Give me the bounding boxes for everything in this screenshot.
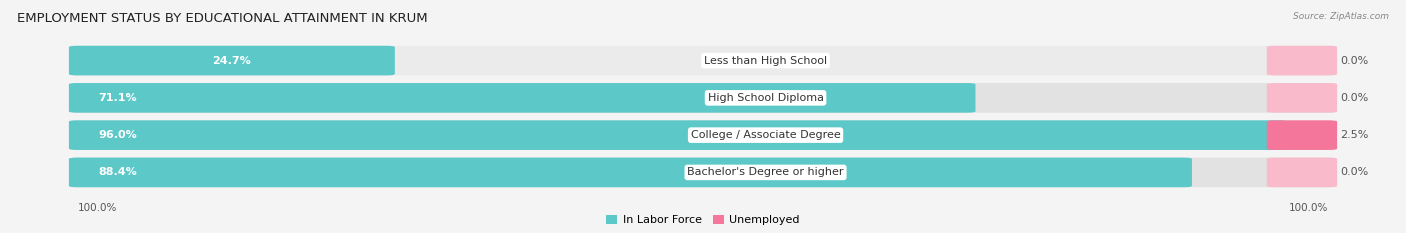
Text: EMPLOYMENT STATUS BY EDUCATIONAL ATTAINMENT IN KRUM: EMPLOYMENT STATUS BY EDUCATIONAL ATTAINM… (17, 12, 427, 25)
FancyBboxPatch shape (69, 158, 1337, 187)
FancyBboxPatch shape (1267, 120, 1337, 150)
Text: 88.4%: 88.4% (98, 168, 138, 177)
FancyBboxPatch shape (69, 46, 1337, 75)
Text: 71.1%: 71.1% (98, 93, 136, 103)
Text: College / Associate Degree: College / Associate Degree (690, 130, 841, 140)
FancyBboxPatch shape (69, 120, 1286, 150)
FancyBboxPatch shape (1267, 46, 1337, 75)
FancyBboxPatch shape (1267, 158, 1337, 187)
Text: 0.0%: 0.0% (1340, 168, 1368, 177)
FancyBboxPatch shape (69, 46, 395, 75)
Text: 2.5%: 2.5% (1340, 130, 1368, 140)
Legend: In Labor Force, Unemployed: In Labor Force, Unemployed (606, 215, 800, 225)
Text: 0.0%: 0.0% (1340, 93, 1368, 103)
FancyBboxPatch shape (69, 83, 976, 113)
FancyBboxPatch shape (69, 120, 1337, 150)
Text: 100.0%: 100.0% (77, 203, 117, 213)
Text: Bachelor's Degree or higher: Bachelor's Degree or higher (688, 168, 844, 177)
Text: Source: ZipAtlas.com: Source: ZipAtlas.com (1294, 12, 1389, 21)
Text: 0.0%: 0.0% (1340, 56, 1368, 65)
Text: High School Diploma: High School Diploma (707, 93, 824, 103)
Text: 24.7%: 24.7% (212, 56, 252, 65)
FancyBboxPatch shape (1267, 83, 1337, 113)
Text: 100.0%: 100.0% (1289, 203, 1329, 213)
FancyBboxPatch shape (69, 83, 1337, 113)
Text: 96.0%: 96.0% (98, 130, 138, 140)
Text: Less than High School: Less than High School (704, 56, 827, 65)
FancyBboxPatch shape (69, 158, 1192, 187)
